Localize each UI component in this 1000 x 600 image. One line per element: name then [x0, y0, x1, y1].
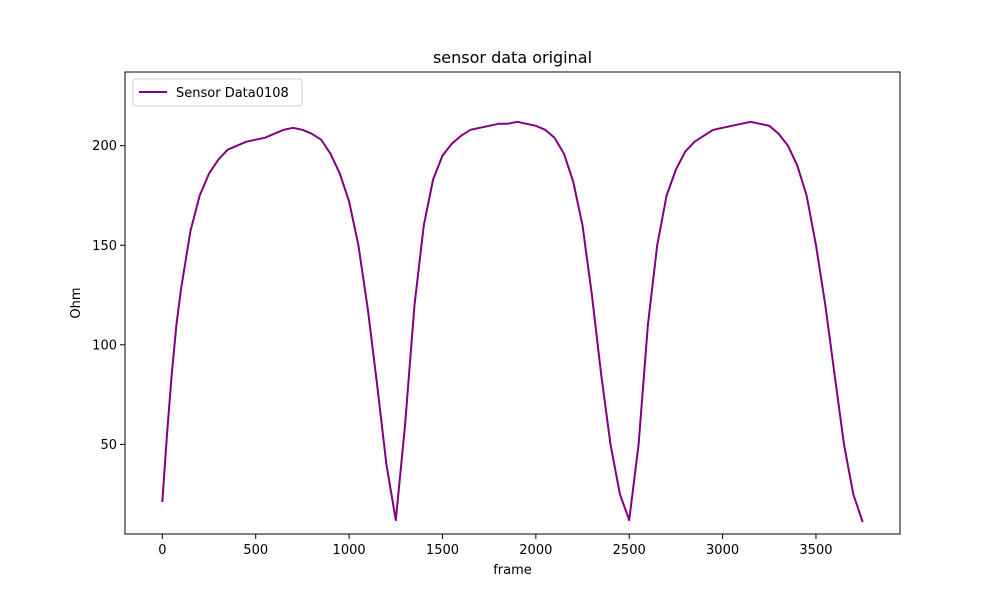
legend: Sensor Data0108 — [132, 78, 303, 107]
x-axis: 0 500 1000 1500 2000 2500 3000 3500 — [158, 534, 833, 558]
plot-area — [124, 71, 901, 535]
series-layer — [161, 120, 864, 523]
y-axis-label: Ohm — [69, 287, 84, 318]
series-line — [161, 120, 864, 523]
x-tick-label: 3000 — [706, 543, 739, 558]
x-tick-label: 500 — [243, 543, 268, 558]
y-tick-label: 50 — [100, 438, 117, 453]
chart-title: sensor data original — [433, 48, 592, 67]
x-tick-label: 2500 — [613, 543, 646, 558]
x-tick-label: 3500 — [799, 543, 832, 558]
y-tick-label: 200 — [92, 139, 117, 154]
x-tick-label: 2000 — [519, 543, 552, 558]
y-tick-label: 100 — [92, 338, 117, 353]
legend-label: Sensor Data0108 — [176, 86, 289, 101]
x-axis-label: frame — [493, 563, 532, 578]
x-tick-label: 1000 — [333, 543, 366, 558]
legend-box — [132, 78, 303, 107]
y-axis: 50 100 150 200 — [92, 139, 125, 453]
x-tick-label: 0 — [158, 543, 166, 558]
y-tick-label: 150 — [92, 239, 117, 254]
x-tick-label: 1500 — [426, 543, 459, 558]
